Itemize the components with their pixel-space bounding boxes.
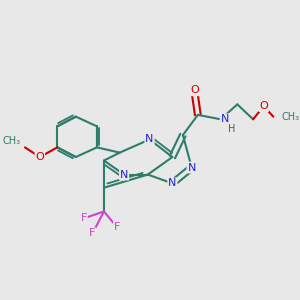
Text: N: N — [220, 114, 229, 124]
Text: CH₃: CH₃ — [2, 136, 20, 146]
Text: F: F — [114, 222, 120, 232]
Text: F: F — [89, 228, 96, 239]
Text: N: N — [146, 134, 154, 145]
Text: O: O — [259, 101, 268, 111]
Text: N: N — [120, 169, 128, 180]
Text: H: H — [228, 124, 236, 134]
Text: O: O — [35, 152, 44, 162]
Text: F: F — [80, 214, 87, 224]
Text: CH₃: CH₃ — [281, 112, 299, 122]
Text: N: N — [188, 163, 196, 172]
Text: O: O — [190, 85, 199, 95]
Text: N: N — [168, 178, 177, 188]
